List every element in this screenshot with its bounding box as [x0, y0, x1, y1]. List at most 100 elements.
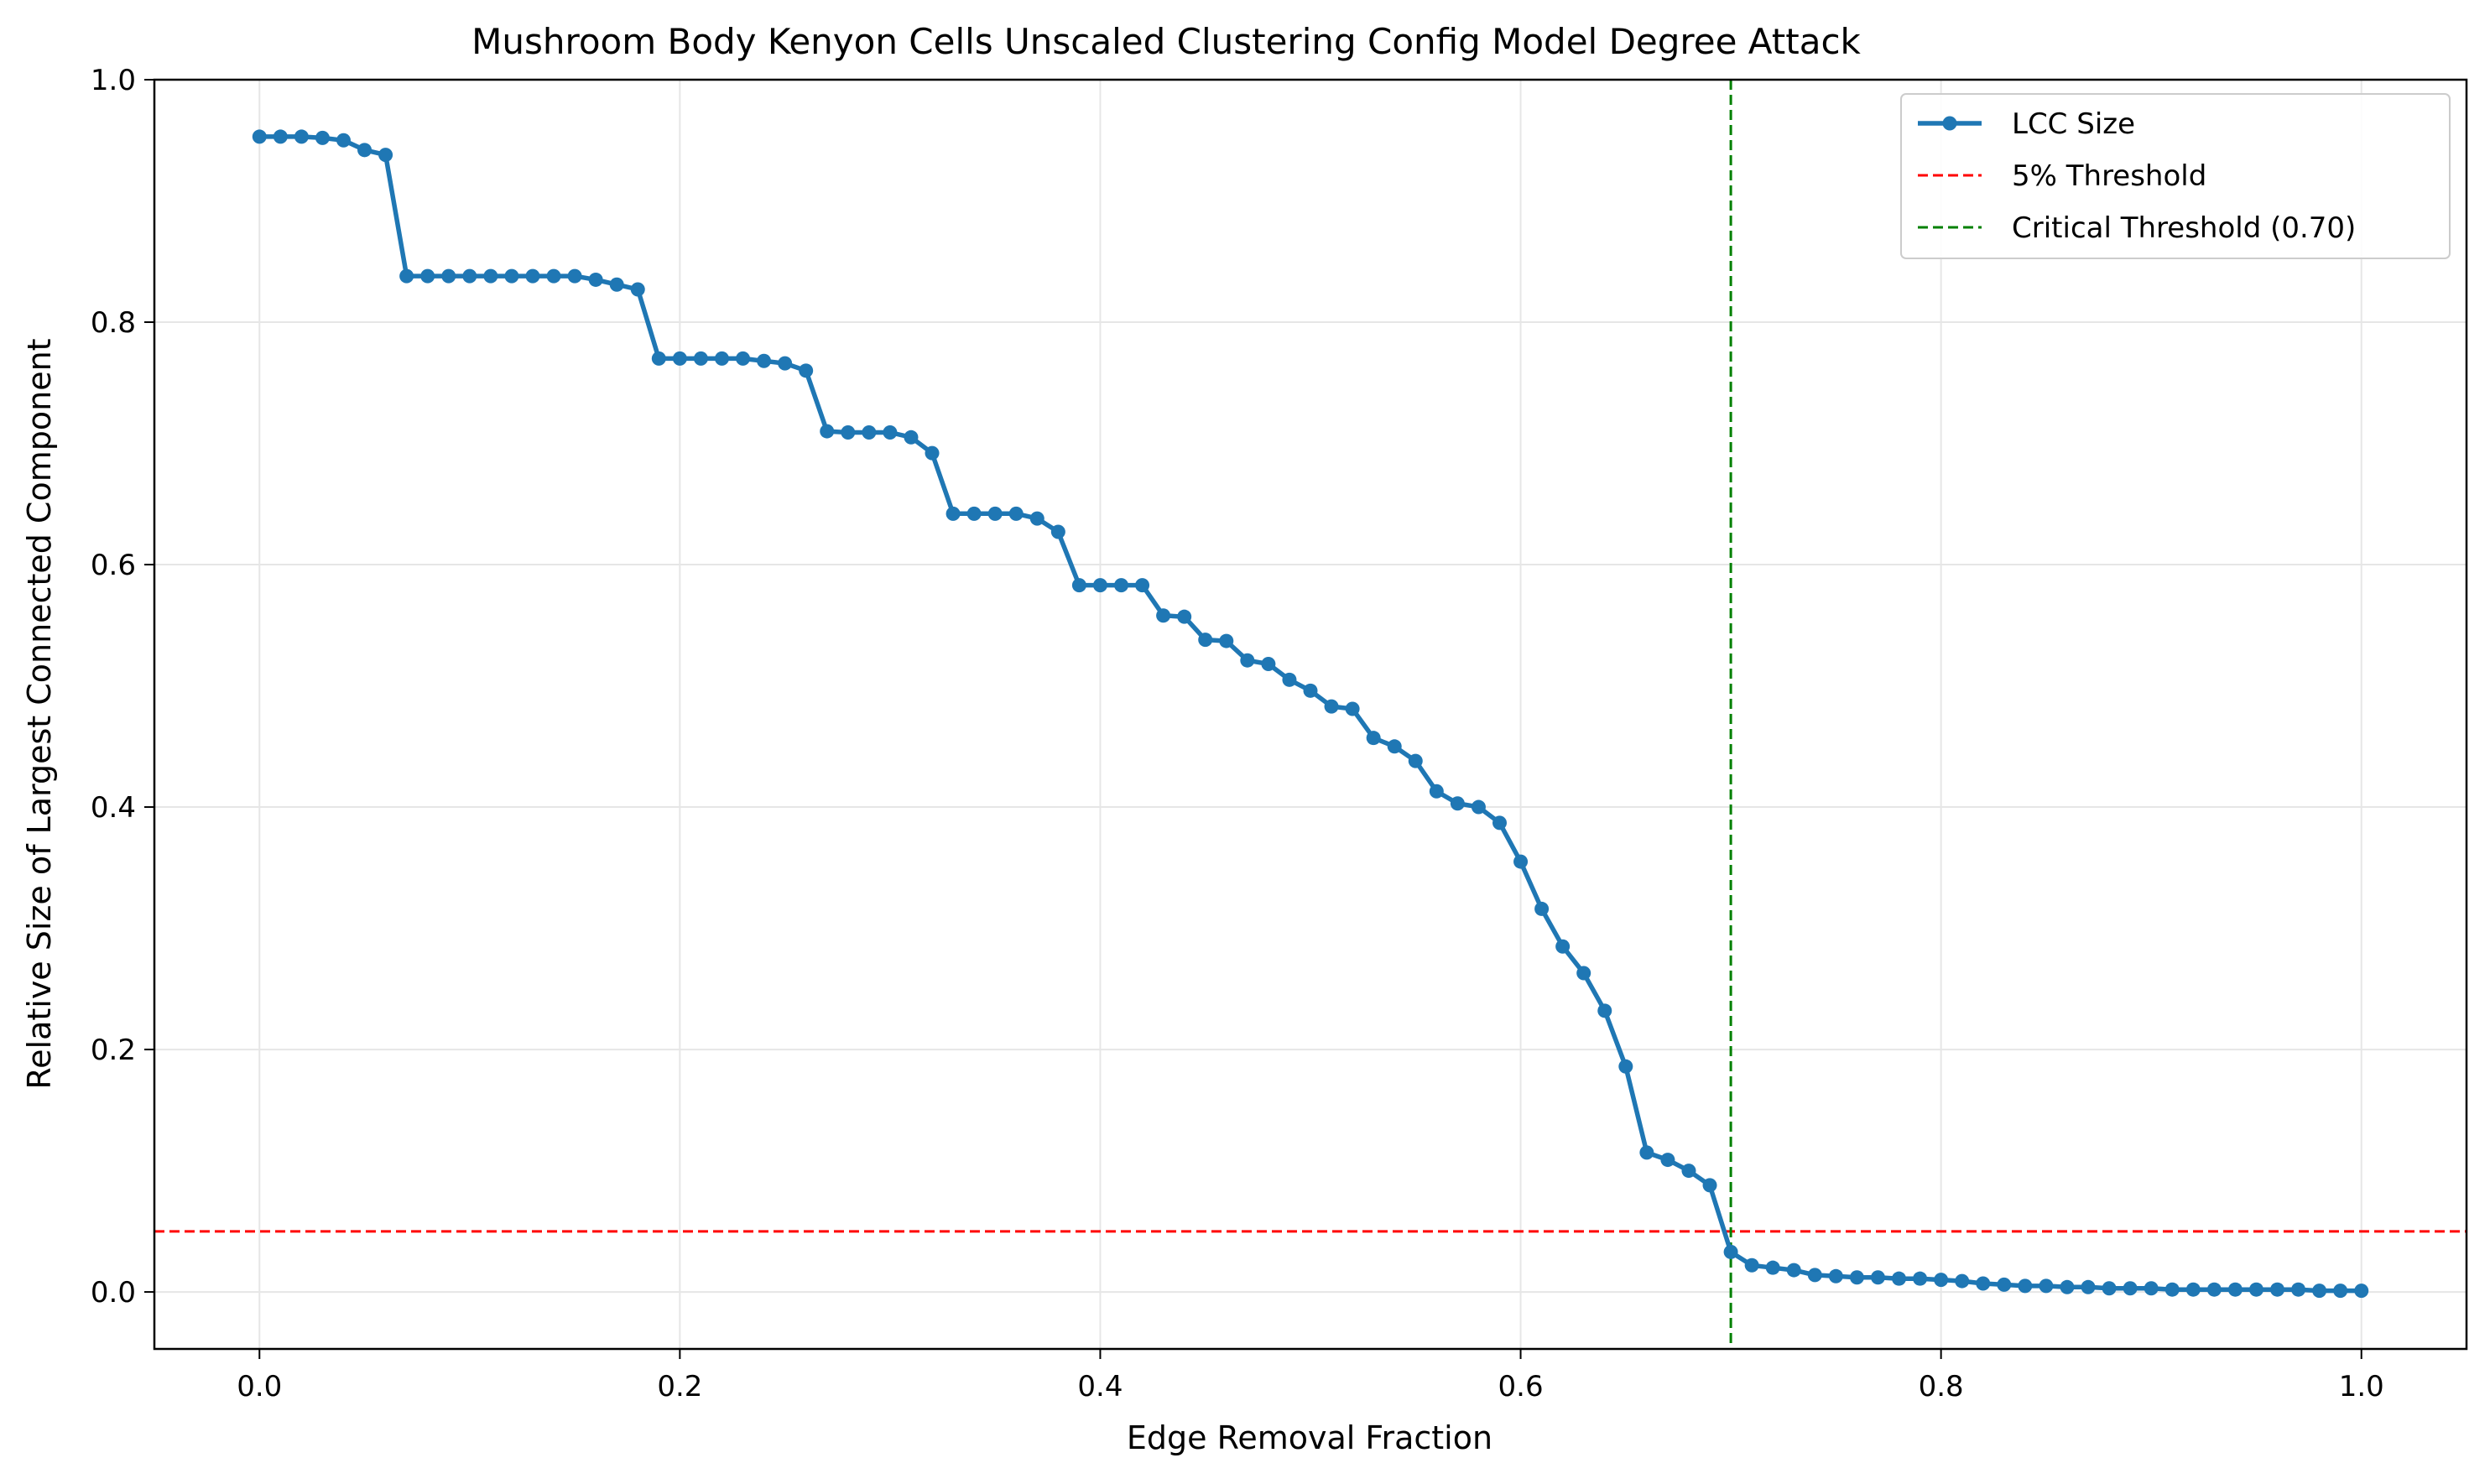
axes-frame: [153, 78, 2468, 1351]
chart-title: Mushroom Body Kenyon Cells Unscaled Clus…: [471, 21, 1861, 62]
data-point: [862, 425, 877, 440]
y-tick-label: 1.0: [91, 64, 136, 97]
y-tick-label: 0.8: [91, 306, 136, 340]
data-point: [462, 268, 477, 284]
data-point: [1618, 1059, 1633, 1074]
data-point: [2081, 1279, 2096, 1294]
data-point: [1282, 672, 1297, 687]
y-axis-label: Relative Size of Largest Connected Compo…: [21, 338, 58, 1089]
data-point: [778, 356, 793, 371]
data-point: [357, 143, 372, 158]
data-point: [315, 130, 330, 145]
data-point: [2102, 1281, 2117, 1296]
legend-item-5-threshold: 5% Threshold: [1918, 159, 2206, 193]
legend-box: [1900, 93, 2451, 259]
data-point: [1597, 1003, 1612, 1018]
data-point: [441, 268, 456, 284]
data-point: [904, 430, 919, 445]
x-tick-label: 0.6: [1498, 1370, 1544, 1403]
x-tick-label: 0.0: [237, 1370, 282, 1403]
data-point: [1576, 966, 1591, 981]
data-point: [2248, 1282, 2263, 1297]
data-point: [1135, 578, 1150, 593]
data-point: [2312, 1284, 2327, 1299]
data-point: [546, 268, 561, 284]
data-point: [1008, 506, 1024, 521]
legend-label: 5% Threshold: [2012, 159, 2206, 193]
data-point: [1029, 511, 1044, 526]
data-point: [841, 425, 856, 440]
data-point: [1681, 1164, 1696, 1179]
data-point: [2164, 1282, 2180, 1297]
data-point: [588, 272, 603, 287]
data-point: [1092, 578, 1107, 593]
data-point: [757, 353, 772, 368]
data-point: [2227, 1282, 2243, 1297]
data-point: [2039, 1278, 2054, 1294]
data-point: [1492, 815, 1507, 831]
data-point: [1114, 578, 1129, 593]
data-point: [525, 268, 540, 284]
x-axis-ticks: 0.0 0.2 0.4 0.6 0.8 1.0: [237, 1349, 2384, 1403]
data-point: [504, 268, 519, 284]
data-point: [252, 129, 267, 144]
data-point: [1429, 784, 1444, 799]
data-point: [883, 425, 898, 440]
data-point: [1219, 633, 1234, 648]
data-point: [1660, 1153, 1675, 1168]
legend-label: Critical Threshold (0.70): [2012, 211, 2356, 245]
data-point: [420, 268, 435, 284]
data-point: [1345, 701, 1360, 716]
data-point: [1913, 1271, 1928, 1286]
data-point: [987, 506, 1003, 521]
y-tick-label: 0.6: [91, 549, 136, 582]
data-point: [1849, 1270, 1864, 1285]
data-point: [651, 351, 666, 366]
data-point: [1408, 753, 1423, 768]
data-point: [609, 277, 624, 292]
data-point: [1807, 1268, 1822, 1283]
x-tick-label: 1.0: [2339, 1370, 2384, 1403]
data-point: [1471, 799, 1486, 815]
data-point: [567, 268, 582, 284]
data-point: [945, 506, 961, 521]
data-point: [2060, 1279, 2075, 1294]
legend-item-lcc-size: LCC Size: [1918, 107, 2135, 141]
data-point: [1723, 1244, 1738, 1259]
data-point: [799, 363, 814, 378]
data-point: [2144, 1281, 2159, 1296]
data-point: [1366, 731, 1381, 746]
data-point: [1744, 1257, 1759, 1273]
data-point: [2206, 1282, 2222, 1297]
data-point: [483, 268, 498, 284]
y-axis-ticks: 0.0 0.2 0.4 0.6 0.8 1.0: [91, 64, 154, 1310]
data-point: [2270, 1282, 2285, 1297]
data-point: [693, 351, 708, 366]
data-point: [1997, 1277, 2012, 1292]
legend: LCC Size 5% Threshold Critical Threshold (…: [1900, 93, 2451, 259]
data-point: [1892, 1271, 1907, 1286]
data-point: [378, 148, 393, 163]
data-point: [2291, 1282, 2306, 1297]
data-point: [1177, 609, 1192, 624]
data-point: [1198, 633, 1213, 648]
grid-lines: [154, 79, 2467, 1349]
data-point: [1513, 854, 1529, 869]
data-point: [2018, 1278, 2033, 1294]
y-tick-label: 0.4: [91, 791, 136, 825]
data-point: [1639, 1145, 1654, 1160]
data-point: [1786, 1263, 1801, 1278]
data-point: [1976, 1276, 1991, 1291]
data-point: [1450, 796, 1465, 811]
data-point: [1240, 653, 1255, 668]
x-tick-label: 0.8: [1919, 1370, 1964, 1403]
data-point: [672, 351, 687, 366]
data-point: [2333, 1284, 2348, 1299]
data-point: [925, 445, 940, 461]
data-point: [966, 506, 982, 521]
data-point: [2185, 1282, 2201, 1297]
data-point: [1071, 578, 1086, 593]
data-point: [399, 268, 414, 284]
data-point: [294, 129, 309, 144]
